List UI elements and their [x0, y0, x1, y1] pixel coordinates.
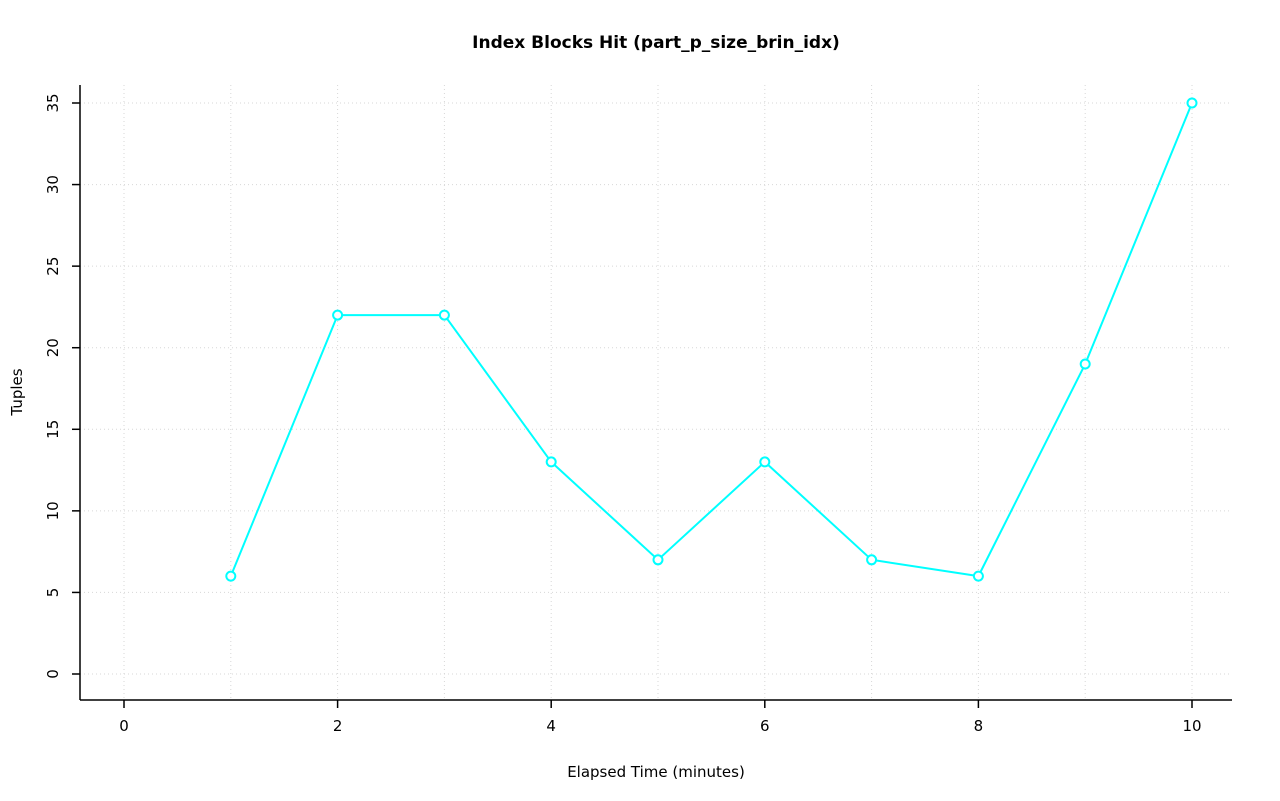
y-axis-label: Tuples: [8, 368, 26, 416]
axis-layer: 0 2 4 6 8 10 0 5 10 15 20 25 30 35: [44, 85, 1232, 735]
data-point-marker: [1186, 97, 1198, 109]
data-point-marker: [972, 570, 984, 582]
data-point-marker: [438, 309, 450, 321]
x-tick-label: 10: [1182, 717, 1201, 735]
data-point-marker: [1079, 358, 1091, 370]
x-tick-label: 8: [974, 717, 984, 735]
y-tick-label: 0: [44, 669, 62, 679]
x-tick-label: 6: [760, 717, 770, 735]
data-point-marker: [225, 570, 237, 582]
data-point-marker: [866, 554, 878, 566]
x-tick-label: 0: [119, 717, 129, 735]
y-tick-label: 30: [44, 175, 62, 194]
y-tick-label: 15: [44, 420, 62, 439]
data-point-marker: [332, 309, 344, 321]
y-tick-label: 25: [44, 257, 62, 276]
series-line: [229, 102, 1193, 578]
x-tick-label: 4: [546, 717, 556, 735]
grid-layer: [80, 85, 1232, 700]
data-point-marker: [545, 456, 557, 468]
y-tick-label: 10: [44, 501, 62, 520]
data-series-layer: [225, 97, 1198, 582]
y-tick-label: 35: [44, 93, 62, 112]
y-tick-label: 5: [44, 588, 62, 598]
data-point-marker: [759, 456, 771, 468]
x-tick-label: 2: [333, 717, 343, 735]
x-axis-label: Elapsed Time (minutes): [567, 763, 745, 781]
chart-title: Index Blocks Hit (part_p_size_brin_idx): [472, 33, 840, 53]
y-tick-label: 20: [44, 338, 62, 357]
data-point-marker: [652, 554, 664, 566]
